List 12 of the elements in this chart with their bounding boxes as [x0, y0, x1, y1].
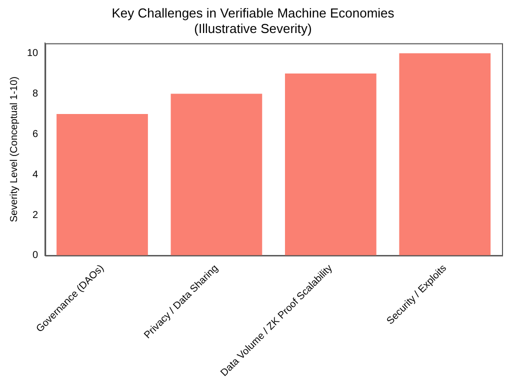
y-axis-title: Severity Level (Conceptual 1-10)	[8, 76, 20, 222]
chart-title: Key Challenges in Verifiable Machine Economies (Illustrative Severity)	[112, 5, 395, 36]
bar	[170, 94, 262, 256]
y-tick-label: 0	[32, 250, 39, 262]
bar	[56, 114, 148, 256]
y-tick-label: 2	[32, 210, 39, 221]
y-tick-label: 4	[32, 169, 39, 180]
y-tick-label: 6	[32, 128, 39, 140]
bar	[284, 74, 376, 256]
y-tick-label: 10	[27, 48, 39, 60]
y-tick-label: 8	[32, 88, 39, 100]
bar	[399, 53, 491, 256]
